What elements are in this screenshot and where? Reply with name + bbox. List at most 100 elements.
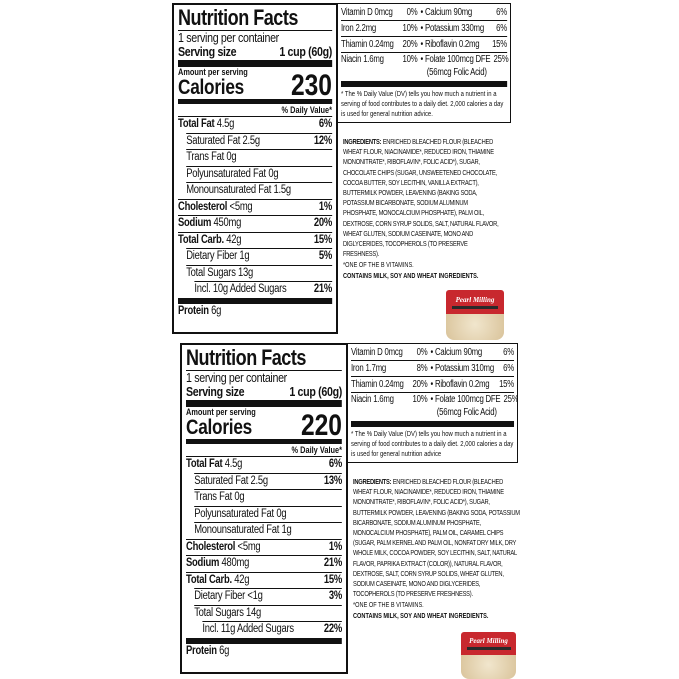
nutrient-daily-value: 21% (313, 283, 332, 295)
vitamin-dv: 20% (402, 39, 418, 50)
label-content: Nutrition Facts 1 serving per container Se… (178, 7, 332, 319)
allergen-statement: CONTAINS MILK, SOY AND WHEAT INGREDIENTS… (353, 613, 489, 621)
serving-size-label: Serving size (186, 384, 245, 399)
mineral-label: Potassium 330mg (424, 23, 484, 34)
nutrient-label: Trans Fat (186, 151, 224, 163)
vitamin-row: Niacin 1.6mg 10% • Folate 100mcg DFE 25% (341, 53, 509, 66)
nutrient-daily-value: 3% (328, 590, 342, 602)
vitamin-left: Iron 1.7mg 8% (351, 361, 431, 376)
nutrient-amount: 4.5g (224, 458, 243, 470)
nutrient-amount: 6g (211, 304, 222, 317)
nutrient-row: Monounsaturated Fat 1g (194, 522, 342, 539)
vitamin-name: Thiamin 0.24mg (351, 379, 404, 390)
mineral-dv: 25% (503, 394, 518, 405)
vitamin-dv: 10% (402, 54, 418, 65)
vitamin-name: Thiamin 0.24mg (341, 39, 394, 50)
nutrient-name: Cholesterol <5mg (178, 200, 253, 216)
nutrient-amount: 13g (238, 266, 254, 279)
vitamin-dv: 10% (412, 394, 428, 405)
ingredients-label: INGREDIENTS: (343, 137, 382, 146)
nutrition-facts-label: Nutrition Facts 1 serving per container Se… (172, 3, 338, 334)
mineral-label: Calcium 90mg (424, 7, 473, 18)
vitamin-dv: 0% (416, 347, 428, 358)
nutrient-daily-value: 21% (323, 557, 342, 569)
nutrient-label: Total Carb. (186, 573, 232, 586)
nutrient-label: Protein (178, 304, 209, 317)
nutrient-amount: 1g (281, 524, 292, 536)
vitamin-dv: 20% (412, 379, 428, 390)
nutrient-row: Total Fat 4.5g 6% (178, 116, 332, 133)
nutrient-row: Sodium 450mg 20% (178, 215, 332, 232)
nutrient-name: Total Sugars 13g (186, 266, 253, 282)
vitamins-minerals-box: Vitamin D 0mcg 0% • Calcium 90mg 6% Iron 1.7… (347, 343, 518, 463)
label-content: Nutrition Facts 1 serving per container Se… (186, 347, 342, 659)
nutrient-row: Saturated Fat 2.5g 12% (186, 132, 332, 150)
mineral-dv: 6% (503, 347, 514, 358)
cup-label: Pearl Milling (446, 290, 504, 314)
product-cup-image: Pearl Milling (461, 632, 516, 679)
vitamin-row: Vitamin D 0mcg 0% • Calcium 90mg 6% (351, 345, 514, 361)
nutrient-name: Trans Fat 0g (186, 150, 236, 166)
serving-size-label: Serving size (178, 44, 237, 59)
nutrient-label: Total Sugars (186, 266, 236, 279)
medium-divider (178, 99, 332, 103)
vitamins-content: Vitamin D 0mcg 0% • Calcium 90mg 6% Iron 1.7… (351, 345, 517, 461)
nutrient-name: Monounsaturated Fat 1g (194, 523, 292, 539)
vitamin-note: *ONE OF THE B VITAMINS. (353, 602, 424, 610)
nutrient-label: Total Fat (178, 118, 215, 130)
vitamin-name: Vitamin D 0mcg (341, 7, 393, 18)
nutrient-label: Polyunsaturated Fat (194, 507, 274, 520)
vitamin-right: • Folate 100mcg DFE 25% (421, 53, 509, 66)
cup-label: Pearl Milling (461, 632, 516, 655)
thick-divider (186, 400, 342, 407)
nutrient-daily-value: 6% (318, 118, 332, 130)
vitamin-row: Niacin 1.6mg 10% • Folate 100mcg DFE 25% (351, 393, 517, 406)
amount-per-serving: Amount per serving (186, 407, 256, 417)
nutrient-name: Total Sugars 14g (194, 606, 261, 622)
nutrient-amount: 2.5g (250, 474, 269, 487)
nutrient-row: Total Carb. 42g 15% (178, 231, 332, 249)
vitamin-row: Iron 2.2mg 10% • Potassium 330mg 6% (341, 21, 507, 37)
nutrient-label: Monounsaturated Fat (194, 524, 280, 536)
folic-acid: (56mcg Folic Acid) (426, 67, 487, 78)
folic-acid: (56mcg Folic Acid) (436, 407, 497, 418)
nutrient-label: Protein (186, 644, 217, 657)
calories-value: 220 (300, 409, 342, 442)
vitamin-name: Iron 1.7mg (351, 363, 386, 374)
nutrient-label: Sodium (178, 217, 212, 229)
label-title: Nutrition Facts (186, 345, 306, 370)
nutrient-label: Cholesterol (178, 200, 228, 213)
nutrient-name: Sodium 480mg (186, 556, 249, 572)
vitamin-name: Niacin 1.6mg (351, 394, 394, 405)
mineral-dv: 6% (496, 23, 507, 34)
nutrient-amount: 42g (234, 573, 250, 586)
vitamin-dv: 10% (402, 23, 418, 34)
nutrient-label: Incl. 11g Added Sugars (202, 623, 294, 635)
nutrient-amount: 480mg (221, 557, 250, 569)
nutrient-row: Saturated Fat 2.5g 13% (194, 472, 342, 490)
thick-divider (351, 421, 514, 427)
brand-logo: Pearl Milling (469, 636, 508, 645)
cup-contents (461, 654, 516, 679)
vitamin-name: Niacin 1.6mg (341, 54, 384, 65)
vitamin-left: Iron 2.2mg 10% (341, 21, 421, 36)
nutrient-daily-value: 15% (313, 233, 332, 246)
nutrient-row: Trans Fat 0g (186, 149, 332, 166)
nutrient-daily-value: 20% (313, 217, 332, 229)
nutrient-amount: <1g (247, 590, 263, 602)
nutrient-amount: 1g (239, 250, 250, 262)
nutrient-amount: 0g (226, 151, 237, 163)
nutrient-name: Total Carb. 42g (178, 233, 241, 249)
nutrient-label: Trans Fat (194, 491, 232, 503)
ingredients-text: INGREDIENTS: ENRICHED BLEACHED FLOUR (BL… (353, 477, 521, 599)
vitamin-left: Thiamin 0.24mg 20% (341, 37, 421, 52)
nutrient-name: Cholesterol <5mg (186, 540, 261, 556)
serving-size-row: Serving size 1 cup (60g) (186, 385, 342, 399)
vitamin-left: Vitamin D 0mcg 0% (341, 5, 421, 20)
nutrient-name: Protein 6g (178, 304, 221, 320)
nutrient-row: Polyunsaturated Fat 0g (186, 165, 332, 183)
vitamin-right: • Riboflavin 0.2mg 15% (431, 377, 515, 392)
vitamin-note: *ONE OF THE B VITAMINS. (343, 262, 414, 270)
mineral-name: • Folate 100mcg DFE (420, 54, 491, 65)
vitamin-right: • Calcium 90mg 6% (431, 345, 515, 360)
